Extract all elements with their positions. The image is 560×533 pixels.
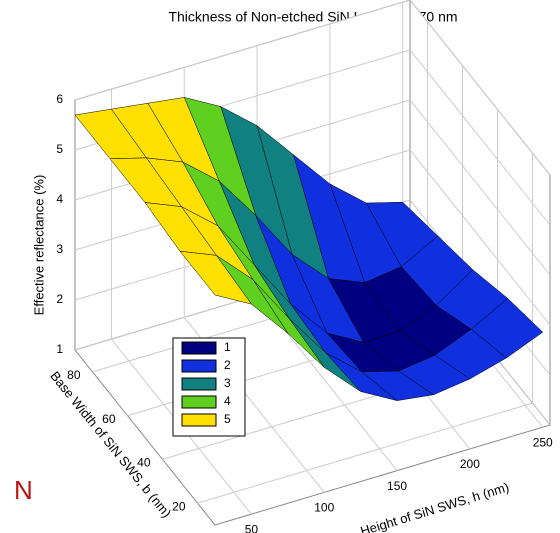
legend-label: 1 xyxy=(224,340,231,354)
y-tick-label: 20 xyxy=(172,499,186,513)
x-tick-label: 150 xyxy=(387,479,407,493)
legend-swatch xyxy=(181,395,217,409)
legend-swatch xyxy=(181,377,217,391)
legend-swatch xyxy=(181,413,217,427)
x-tick-label: 200 xyxy=(460,457,480,471)
grid-line xyxy=(110,89,252,515)
z-tick-label: 6 xyxy=(56,92,63,106)
x-axis-label: Height of SiN SWS, h (nm) xyxy=(359,479,511,533)
y-tick-label: 80 xyxy=(67,368,81,382)
x-tick-label: 50 xyxy=(245,522,259,533)
legend-label: 5 xyxy=(224,412,231,426)
z-tick-label: 2 xyxy=(56,292,63,306)
legend-label: 2 xyxy=(224,358,231,372)
grid-line xyxy=(197,153,533,504)
z-tick-label: 4 xyxy=(56,192,63,206)
legend-label: 3 xyxy=(224,376,231,390)
grid-line xyxy=(74,0,551,176)
x-tick-label: 100 xyxy=(314,501,334,515)
legend-swatch xyxy=(181,359,217,373)
x-tick-label: 250 xyxy=(533,435,553,449)
z-tick-label: 3 xyxy=(56,242,63,256)
legend: 1 2 3 4 5 xyxy=(172,337,246,437)
z-axis-label: Effective reflectance (%) xyxy=(31,175,46,316)
z-tick-label: 5 xyxy=(56,142,63,156)
legend-label: 4 xyxy=(224,394,231,408)
surface-patch xyxy=(179,250,253,305)
legend-swatch xyxy=(181,341,217,355)
y-tick-label: 40 xyxy=(137,456,151,470)
z-tick-label: 1 xyxy=(56,342,63,356)
y-tick-label: 60 xyxy=(102,412,116,426)
fragment: N xyxy=(14,475,33,505)
